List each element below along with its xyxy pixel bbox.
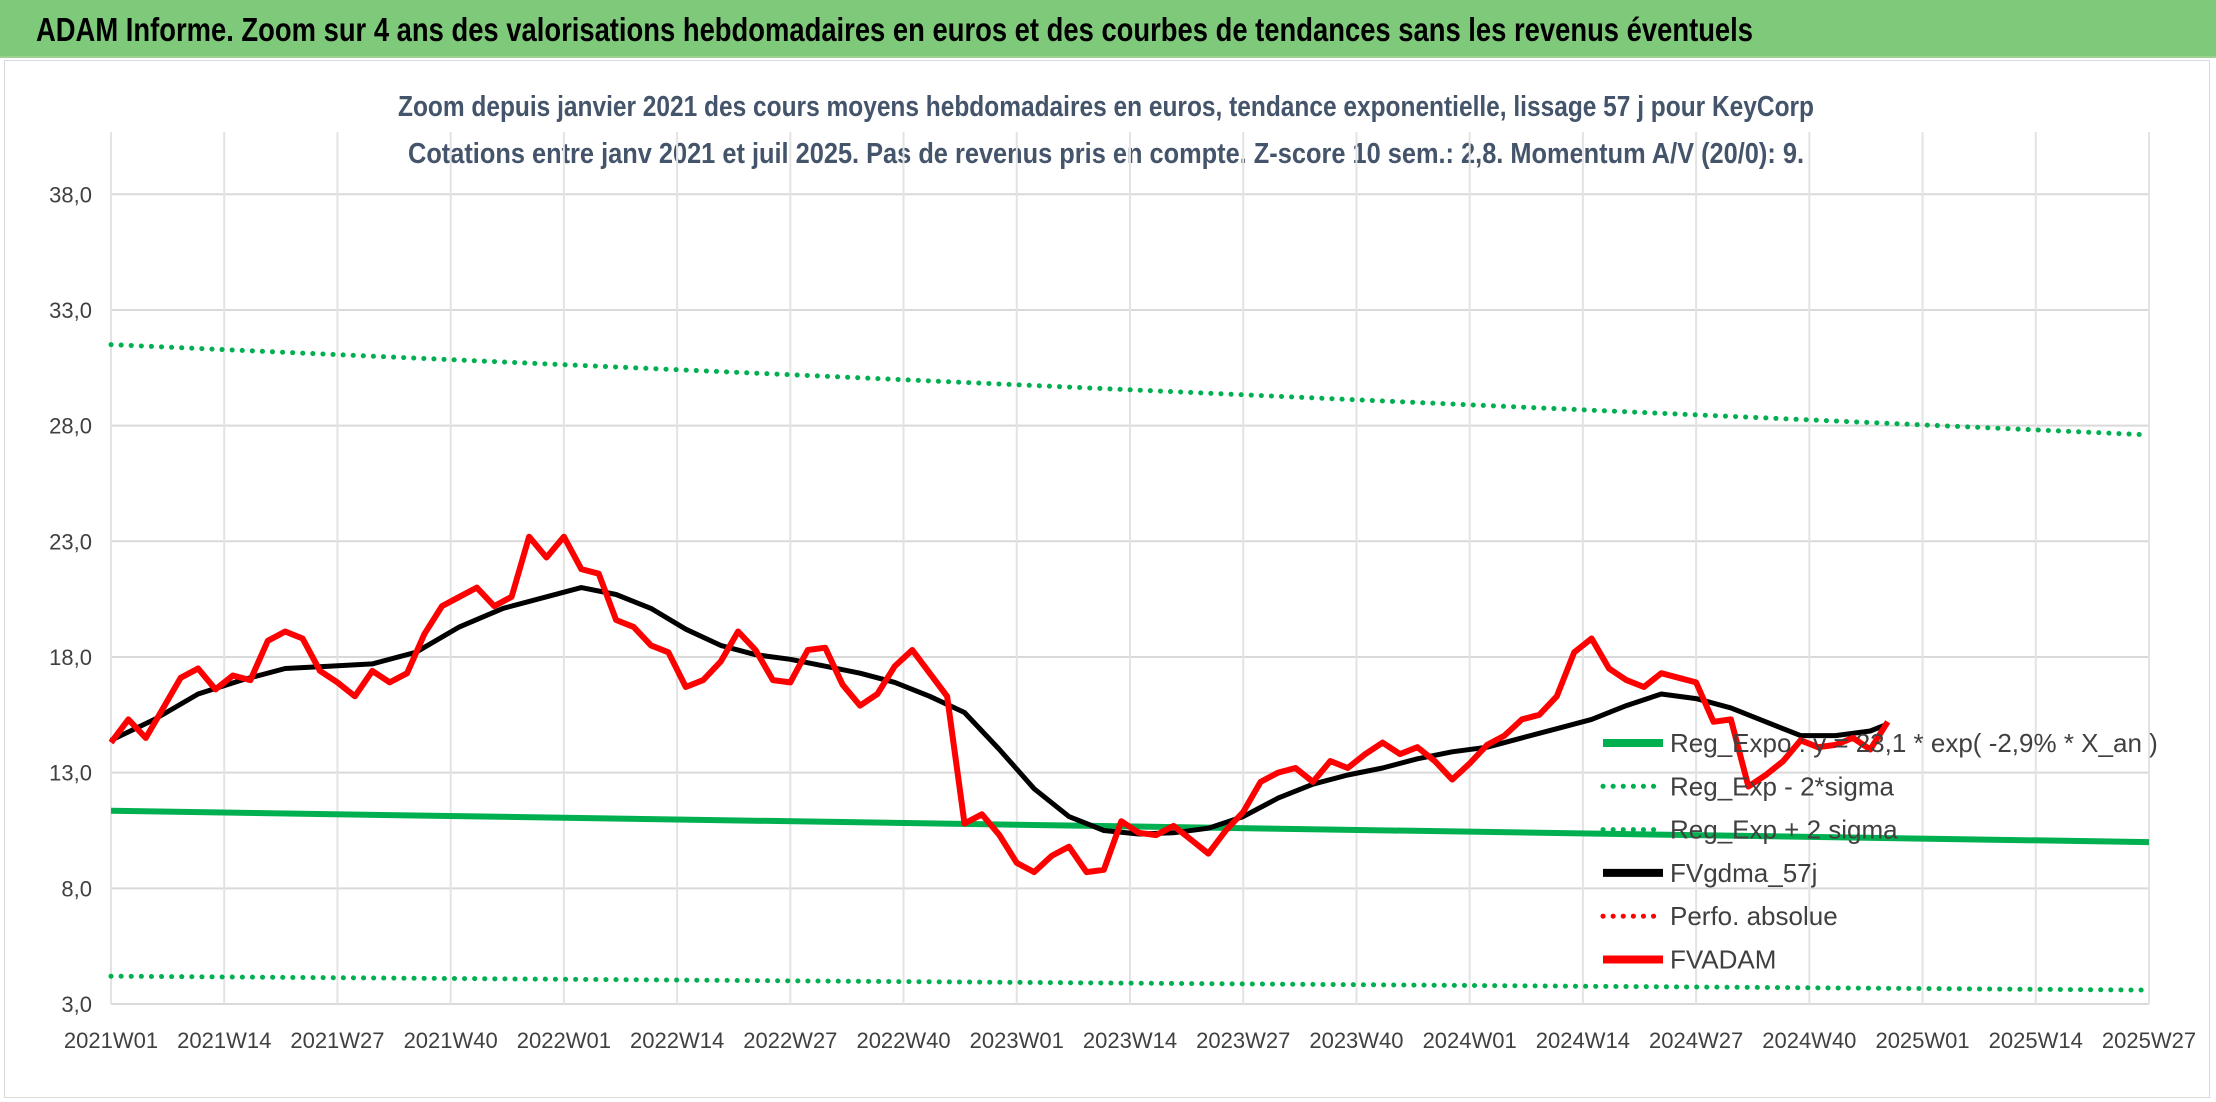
x-tick-label: 2023W01	[970, 1028, 1064, 1053]
legend-item: FVADAM	[1603, 945, 1776, 975]
y-tick-label: 8,0	[61, 876, 92, 901]
y-tick-label: 33,0	[49, 298, 92, 323]
legend-label: Reg_Exp + 2 sigma	[1670, 815, 1898, 845]
x-tick-label: 2021W14	[177, 1028, 271, 1053]
x-tick-label: 2025W14	[1989, 1028, 2083, 1053]
y-tick-label: 28,0	[49, 414, 92, 439]
y-tick-label: 38,0	[49, 182, 92, 207]
y-tick-label: 18,0	[49, 645, 92, 670]
x-tick-label: 2022W01	[517, 1028, 611, 1053]
legend: Reg_Expo : y = 23,1 * exp( -2,9% * X_an …	[1600, 728, 2158, 975]
x-tick-label: 2021W01	[64, 1028, 158, 1053]
series-layer	[108, 342, 2152, 993]
legend-item: Reg_Exp + 2 sigma	[1600, 815, 1898, 845]
legend-item: Reg_Expo : y = 23,1 * exp( -2,9% * X_an …	[1603, 728, 2158, 758]
x-tick-label: 2021W27	[290, 1028, 384, 1053]
chart-frame	[4, 60, 2210, 1098]
x-tick-label: 2024W40	[1762, 1028, 1856, 1053]
series-line-reg-exp-2-sigma	[108, 342, 2152, 438]
x-tick-label: 2024W01	[1423, 1028, 1517, 1053]
legend-label: Perfo. absolue	[1670, 901, 1838, 931]
x-tick-label: 2022W40	[856, 1028, 950, 1053]
legend-item: FVgdma_57j	[1603, 858, 1817, 888]
legend-label: Reg_Expo : y = 23,1 * exp( -2,9% * X_an …	[1670, 728, 2158, 758]
x-tick-label: 2023W27	[1196, 1028, 1290, 1053]
x-tick-label: 2022W27	[743, 1028, 837, 1053]
grid	[110, 132, 2150, 1005]
legend-label: FVADAM	[1670, 945, 1776, 975]
y-tick-label: 13,0	[49, 761, 92, 786]
report-banner: ADAM Informe. Zoom sur 4 ans des valoris…	[0, 0, 2216, 58]
chart-title-line1: Zoom depuis janvier 2021 des cours moyen…	[398, 91, 1814, 123]
legend-label: FVgdma_57j	[1670, 858, 1817, 888]
series-line-reg-exp-2-sigma	[108, 973, 2152, 993]
legend-item: Reg_Exp - 2*sigma	[1600, 771, 1895, 801]
x-tick-label: 2025W27	[2102, 1028, 2196, 1053]
x-tick-label: 2022W14	[630, 1028, 724, 1053]
y-tick-label: 23,0	[49, 529, 92, 554]
chart-title-line2: Cotations entre janv 2021 et juil 2025. …	[408, 138, 1804, 170]
x-tick-label: 2023W14	[1083, 1028, 1177, 1053]
axis-labels: 3,0 8,0 13,0 18,0 23,0 28,0 33,0 38,0 2021W01 202…	[49, 182, 2196, 1053]
legend-label: Reg_Exp - 2*sigma	[1670, 771, 1895, 801]
series-line-fvgdma-57j	[109, 585, 1889, 837]
x-tick-label: 2023W40	[1309, 1028, 1403, 1053]
series-line-fvadam	[108, 533, 1891, 876]
x-tick-label: 2024W27	[1649, 1028, 1743, 1053]
report-title: ADAM Informe. Zoom sur 4 ans des valoris…	[36, 11, 1754, 48]
x-tick-label: 2024W14	[1536, 1028, 1630, 1053]
y-tick-label: 3,0	[61, 992, 92, 1017]
x-tick-label: 2021W40	[404, 1028, 498, 1053]
legend-item: Perfo. absolue	[1600, 901, 1838, 931]
x-tick-label: 2025W01	[1875, 1028, 1969, 1053]
